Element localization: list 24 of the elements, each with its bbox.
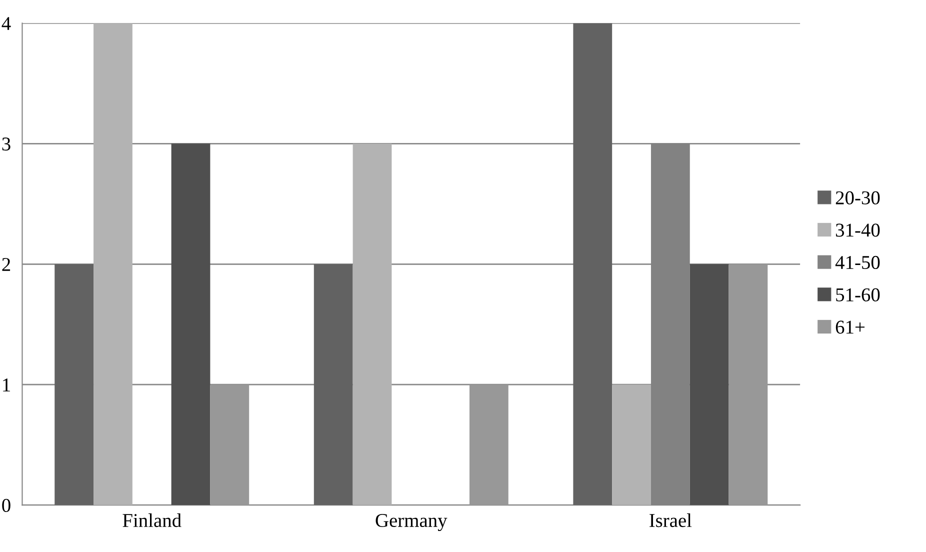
legend-label: 61+ [836,320,865,334]
legend-label: 51-60 [836,288,880,302]
bar [94,23,132,506]
bar [54,264,94,506]
legend-label: 41-50 [835,256,880,270]
bar [314,264,353,506]
legend-label: 31-40 [836,224,880,237]
bar [210,384,250,506]
bar [573,23,612,506]
y-tick-label: 2 [2,258,10,271]
bar [171,144,210,506]
x-tick-label: Germany [376,514,448,532]
y-tick-label: 0 [2,498,10,512]
bar [469,384,508,506]
x-tick-label: Finland [122,513,182,528]
y-tick-label: 3 [2,138,10,151]
bar [612,384,651,506]
x-tick-label: Israel [650,513,692,528]
y-tick-label: 1 [3,378,10,392]
bar [352,144,392,506]
bar [728,264,768,506]
bar [690,264,729,506]
legend-label: 20-30 [836,191,880,204]
y-tick-label: 4 [2,17,11,30]
